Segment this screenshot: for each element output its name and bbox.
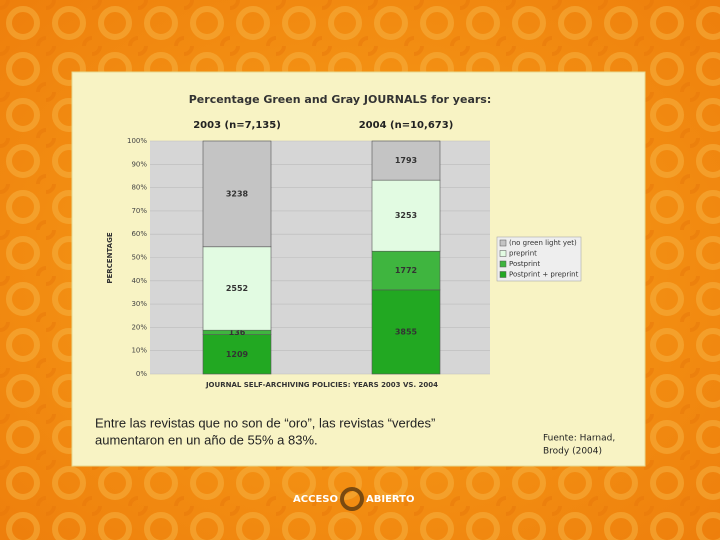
bar-segment [202, 334, 272, 375]
x-axis-label: JOURNAL SELF-ARCHIVING POLICIES: YEARS 2… [205, 381, 438, 389]
logo-text: ABIERTO [366, 494, 415, 505]
bar-segment [202, 140, 272, 248]
data-label: 1772 [395, 266, 417, 275]
data-label: 136 [229, 328, 246, 337]
x-tick-label: 2003 (n=7,135) [193, 120, 281, 131]
bar-segment [202, 246, 272, 331]
y-tick-label: 100% [127, 137, 147, 145]
legend-swatch [499, 271, 507, 278]
y-tick-label: 30% [131, 300, 147, 308]
legend-label: preprint [509, 250, 537, 258]
data-label: 3238 [226, 189, 249, 198]
data-label: 1793 [395, 156, 417, 165]
legend-swatch [499, 250, 507, 257]
source: Fuente: Harnad, [543, 434, 615, 444]
data-label: 3855 [395, 327, 418, 336]
y-tick-label: 50% [131, 254, 147, 262]
logo-icon [340, 487, 364, 511]
legend-swatch [499, 260, 507, 268]
y-tick-label: 20% [131, 323, 147, 331]
y-tick-label: 90% [131, 160, 147, 168]
legend-box [496, 236, 582, 282]
bar-segment [371, 179, 441, 252]
legend-label: Postprint [509, 260, 540, 268]
bar-segment [371, 289, 441, 375]
legend-swatch [499, 239, 507, 247]
y-tick-label: 40% [131, 277, 147, 285]
y-tick-label: 70% [131, 207, 147, 215]
y-tick-label: 0% [136, 370, 147, 378]
y-tick-label: 80% [131, 184, 147, 192]
caption: aumentaron en un año de 55% a 83%. [95, 432, 318, 447]
logo-text: ACCESO [293, 494, 338, 505]
chart-title: Percentage Green and Gray JOURNALS for y… [189, 93, 491, 106]
x-tick-label: 2004 (n=10,673) [359, 120, 454, 131]
data-label: 1209 [226, 350, 249, 359]
legend-label: Postprint + preprint [509, 271, 579, 279]
legend-label: (no green light yet) [509, 239, 577, 247]
y-axis-label: PERCENTAGE [106, 232, 114, 283]
data-label: 2552 [226, 284, 248, 293]
bar-segment [371, 140, 441, 181]
y-tick-label: 10% [131, 347, 147, 355]
y-tick-label: 60% [131, 230, 147, 238]
source: Brody (2004) [543, 447, 602, 457]
bar-segment [371, 250, 441, 291]
data-label: 3253 [395, 211, 417, 220]
caption: Entre las revistas que no son de “oro”, … [95, 415, 435, 430]
